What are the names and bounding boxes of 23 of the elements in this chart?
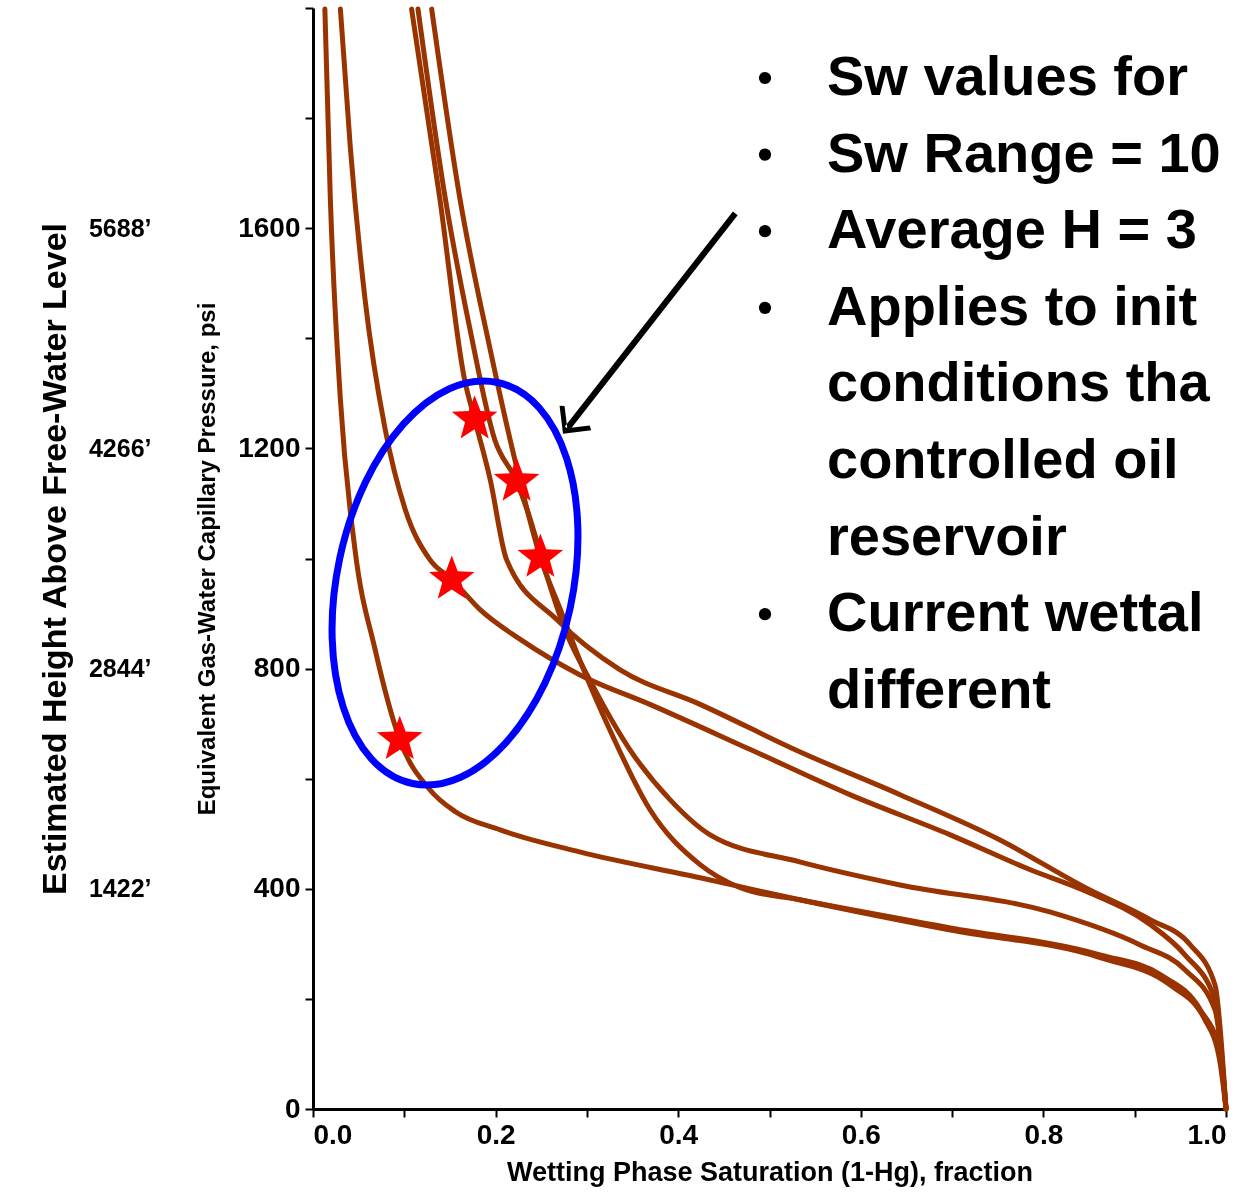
x-tick-label: 0.4 (659, 1118, 699, 1150)
y-tick-label: 1200 (238, 431, 301, 463)
annotation: Sw values for (827, 44, 1189, 107)
y-axis-title: Equivalent Gas-Water Capillary Pressure, psi (193, 302, 221, 816)
annotation: Current wettal different (827, 580, 1204, 720)
annotation: Average H = 3 (827, 197, 1197, 261)
x-tick-label: 0.6 (841, 1118, 881, 1150)
annotation: Sw Range = 10 (827, 120, 1221, 184)
y-tick-label: 400 (253, 872, 301, 904)
y-tick-label: 0 (284, 1092, 301, 1124)
x-tick-label: 0.8 (1024, 1118, 1064, 1150)
y-tick-label: 800 (253, 652, 301, 684)
annotation: Applies to init conditions tha controlled oil reservoir (827, 273, 1211, 567)
x-tick-label: 0.0 (313, 1118, 353, 1150)
x-tick-label: 1.0 (1187, 1118, 1227, 1150)
y2-tick-label: 4266’ (88, 433, 152, 462)
y2-tick-label: 2844’ (88, 654, 152, 683)
y2-tick-label: 1422’ (88, 874, 152, 903)
x-tick-label: 0.2 (476, 1118, 516, 1150)
x-axis-title: Wetting Phase Saturation (1-Hg), fraction (506, 1156, 1034, 1187)
y2-axis-title: Estimated Height Above Free-Water Level (34, 223, 73, 895)
y-tick-label: 1600 (238, 211, 301, 243)
y2-tick-label: 5688’ (88, 213, 152, 242)
